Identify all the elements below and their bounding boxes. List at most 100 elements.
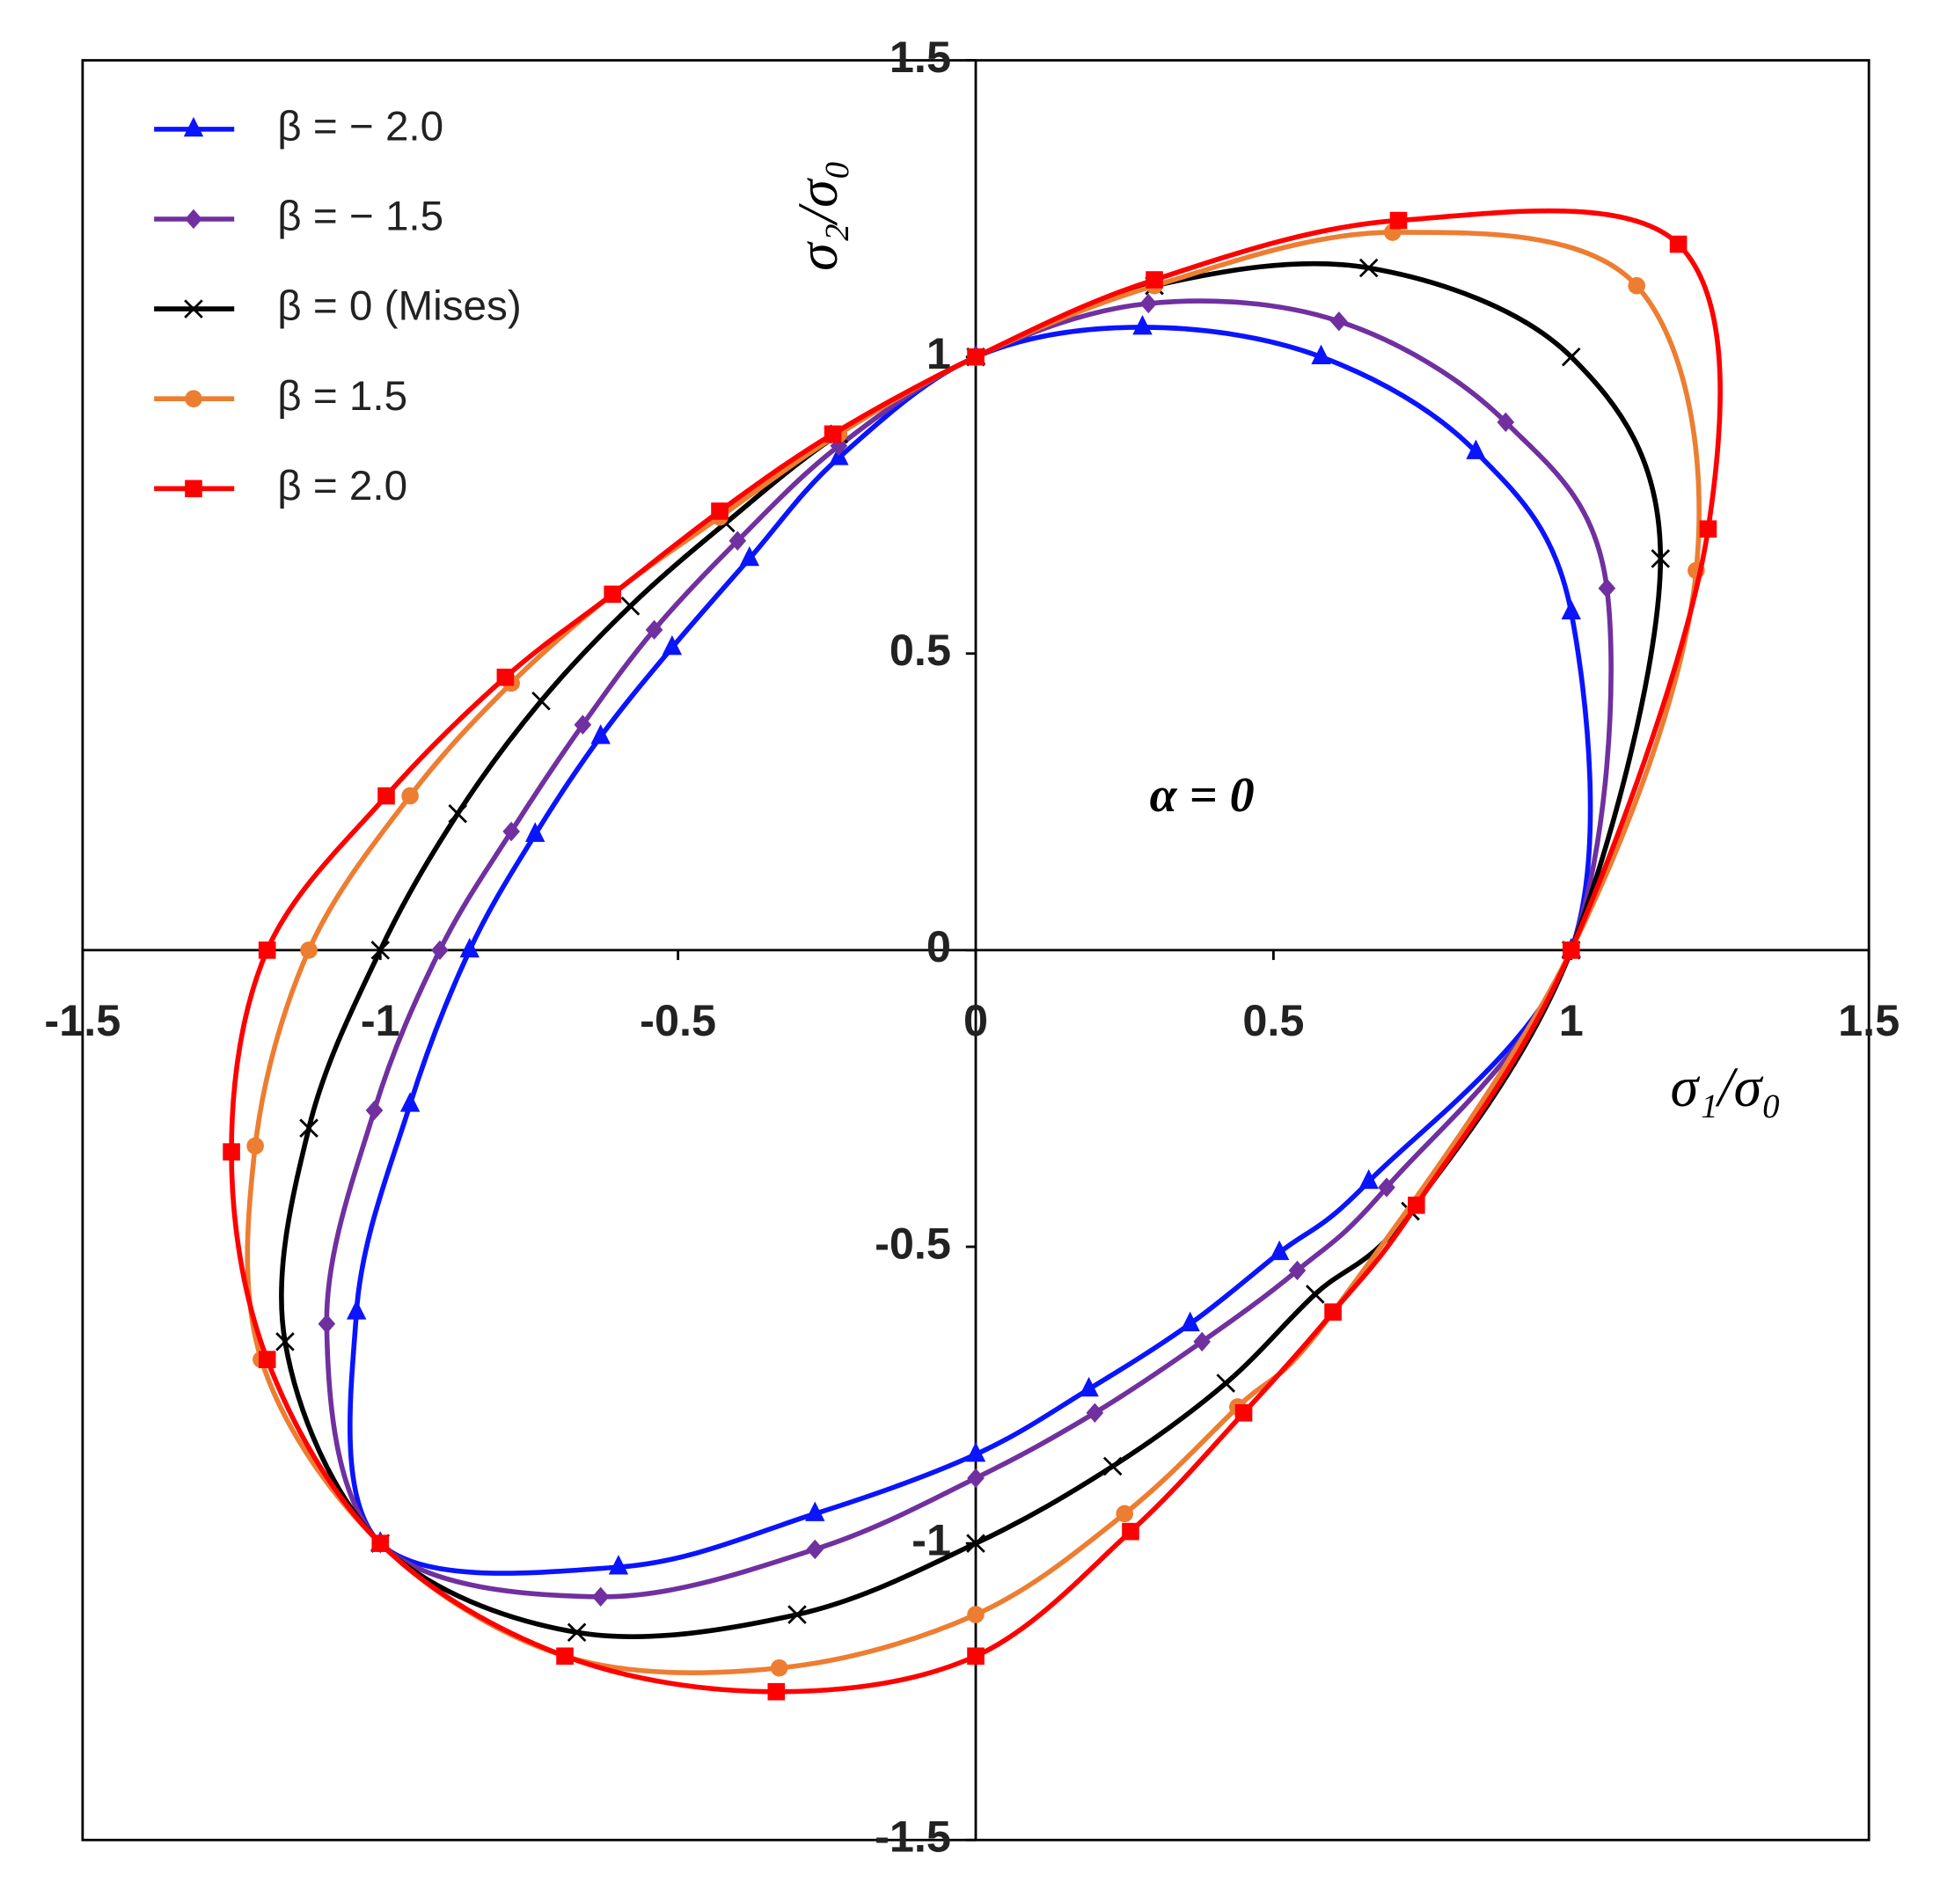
marker — [824, 425, 842, 443]
y-tick-label: 1.5 — [890, 32, 951, 82]
marker — [1216, 1373, 1236, 1393]
legend-label: β = − 1.5 — [277, 194, 443, 240]
marker — [965, 1442, 986, 1462]
marker — [645, 619, 663, 641]
marker — [258, 941, 276, 959]
marker — [1561, 347, 1581, 367]
marker — [399, 1092, 421, 1112]
marker — [1139, 293, 1158, 314]
marker — [525, 822, 545, 842]
marker — [318, 1314, 336, 1334]
x-tick-label: 1 — [1559, 995, 1584, 1045]
x-tick-label: -0.5 — [640, 995, 716, 1045]
marker — [377, 787, 395, 805]
marker — [1311, 344, 1331, 365]
marker — [574, 714, 592, 735]
marker — [1669, 235, 1688, 253]
marker — [739, 546, 760, 567]
marker — [531, 691, 551, 711]
marker — [258, 1351, 276, 1368]
marker — [1389, 211, 1408, 230]
marker — [767, 1682, 786, 1701]
marker — [1288, 1260, 1307, 1281]
legend-label: β = 2.0 — [277, 463, 407, 509]
x-tick-label: -1 — [361, 995, 400, 1045]
marker — [1497, 412, 1515, 433]
legend-label: β = − 2.0 — [277, 103, 443, 150]
marker — [1699, 520, 1717, 538]
y-axis-label: σ₂/σ₀ — [787, 160, 849, 271]
marker — [591, 1586, 610, 1607]
marker — [459, 937, 480, 958]
marker — [1358, 1168, 1379, 1190]
legend-marker — [185, 480, 202, 498]
marker — [604, 585, 621, 604]
marker — [590, 724, 611, 744]
y-tick-label: 0 — [926, 921, 951, 971]
marker — [346, 1300, 367, 1320]
marker — [967, 1606, 985, 1623]
marker — [365, 1100, 384, 1121]
marker — [1378, 1177, 1395, 1197]
marker — [556, 1647, 574, 1666]
marker — [1146, 271, 1163, 289]
marker — [1466, 439, 1486, 459]
marker — [620, 597, 641, 616]
marker — [1305, 1285, 1325, 1304]
x-tick-label: 1.5 — [1838, 995, 1900, 1045]
marker — [1269, 1240, 1290, 1261]
marker — [1358, 258, 1379, 278]
marker — [770, 1659, 788, 1677]
marker — [1079, 1376, 1099, 1397]
x-tick-label: -1.5 — [44, 995, 121, 1045]
series-line — [279, 260, 1664, 1639]
marker — [1628, 276, 1646, 295]
legend-marker — [185, 390, 202, 408]
marker — [1598, 578, 1616, 598]
marker — [223, 1143, 240, 1161]
marker — [1651, 549, 1671, 568]
marker — [805, 1501, 825, 1521]
y-tick-label: -0.5 — [875, 1218, 951, 1268]
marker — [370, 941, 391, 960]
legend-marker — [184, 299, 203, 319]
marker — [966, 1534, 985, 1553]
marker — [662, 635, 683, 655]
marker — [1116, 1505, 1134, 1523]
x-axis-label: σ₁/σ₀ — [1670, 1056, 1781, 1118]
annotation: α = 0 — [1150, 768, 1255, 823]
marker — [1122, 1522, 1139, 1541]
marker — [371, 1534, 390, 1552]
marker — [806, 1539, 824, 1560]
series-line — [324, 298, 1614, 1600]
marker — [1561, 599, 1581, 619]
marker — [567, 1622, 587, 1643]
marker — [711, 502, 729, 520]
marker — [448, 804, 468, 824]
legend-label: β = 0 (Mises) — [277, 283, 521, 330]
legend: β = − 2.0 β = − 1.5 β = 0 (Mises) β = 1.5 β … — [154, 103, 522, 509]
marker — [431, 940, 449, 961]
marker — [1132, 314, 1153, 335]
marker — [967, 348, 985, 366]
marker — [1193, 1331, 1211, 1352]
legend-marker — [183, 116, 204, 137]
marker — [1102, 1456, 1123, 1476]
marker — [1180, 1311, 1200, 1332]
y-tick-label: -1.5 — [875, 1812, 951, 1862]
marker — [300, 941, 318, 959]
marker — [608, 1555, 629, 1575]
marker — [967, 1468, 985, 1489]
legend-label: β = 1.5 — [277, 373, 407, 420]
marker — [1407, 1197, 1425, 1214]
marker — [401, 787, 419, 805]
series-line — [229, 208, 1723, 1695]
marker — [246, 1137, 264, 1155]
marker — [787, 1605, 807, 1624]
marker — [496, 668, 515, 686]
marker — [299, 1118, 319, 1138]
marker — [967, 1647, 985, 1666]
legend-marker — [185, 209, 202, 230]
marker — [1330, 311, 1348, 332]
